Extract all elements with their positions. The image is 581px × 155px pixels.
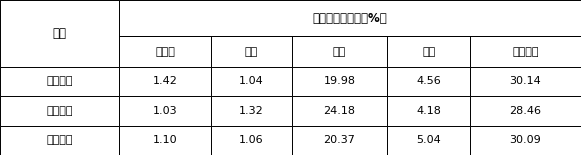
Text: 实施例一: 实施例一	[46, 76, 73, 86]
Text: 1.03: 1.03	[153, 106, 178, 116]
Text: 28.46: 28.46	[510, 106, 541, 116]
Bar	[470, 126, 581, 155]
Bar	[388, 67, 470, 96]
Text: 色素: 色素	[245, 46, 258, 57]
Bar	[470, 96, 581, 126]
Text: 19.98: 19.98	[324, 76, 356, 86]
Text: 4.56: 4.56	[416, 76, 441, 86]
Text: 分组: 分组	[53, 27, 67, 40]
Text: 黄酮: 黄酮	[422, 46, 435, 57]
Bar	[0, 67, 120, 96]
Text: 24.18: 24.18	[324, 106, 356, 116]
Text: 果胶: 果胶	[333, 46, 346, 57]
Text: 1.04: 1.04	[239, 76, 264, 86]
Bar	[120, 0, 581, 36]
Text: 实施例二: 实施例二	[46, 135, 73, 145]
Bar	[120, 36, 211, 67]
Bar	[388, 96, 470, 126]
Bar	[120, 96, 211, 126]
Bar	[211, 126, 292, 155]
Text: 30.14: 30.14	[510, 76, 541, 86]
Bar	[211, 67, 292, 96]
Text: 30.09: 30.09	[510, 135, 541, 145]
Text: 膀食纤维: 膀食纤维	[512, 46, 539, 57]
Text: 1.42: 1.42	[153, 76, 178, 86]
Text: 有效成分提取率（%）: 有效成分提取率（%）	[313, 12, 388, 25]
Bar	[0, 126, 120, 155]
Bar	[292, 126, 388, 155]
Text: 1.32: 1.32	[239, 106, 264, 116]
Bar	[388, 126, 470, 155]
Text: 20.37: 20.37	[324, 135, 356, 145]
Bar	[120, 126, 211, 155]
Bar	[120, 67, 211, 96]
Text: 1.06: 1.06	[239, 135, 264, 145]
Bar	[292, 96, 388, 126]
Text: 5.04: 5.04	[416, 135, 441, 145]
Bar	[388, 36, 470, 67]
Bar	[0, 0, 120, 67]
Text: 1.10: 1.10	[153, 135, 178, 145]
Text: 香精油: 香精油	[155, 46, 175, 57]
Text: 4.18: 4.18	[416, 106, 441, 116]
Bar	[211, 36, 292, 67]
Bar	[0, 96, 120, 126]
Bar	[470, 36, 581, 67]
Text: 实施例二: 实施例二	[46, 106, 73, 116]
Bar	[470, 67, 581, 96]
Bar	[292, 36, 388, 67]
Bar	[292, 67, 388, 96]
Bar	[211, 96, 292, 126]
